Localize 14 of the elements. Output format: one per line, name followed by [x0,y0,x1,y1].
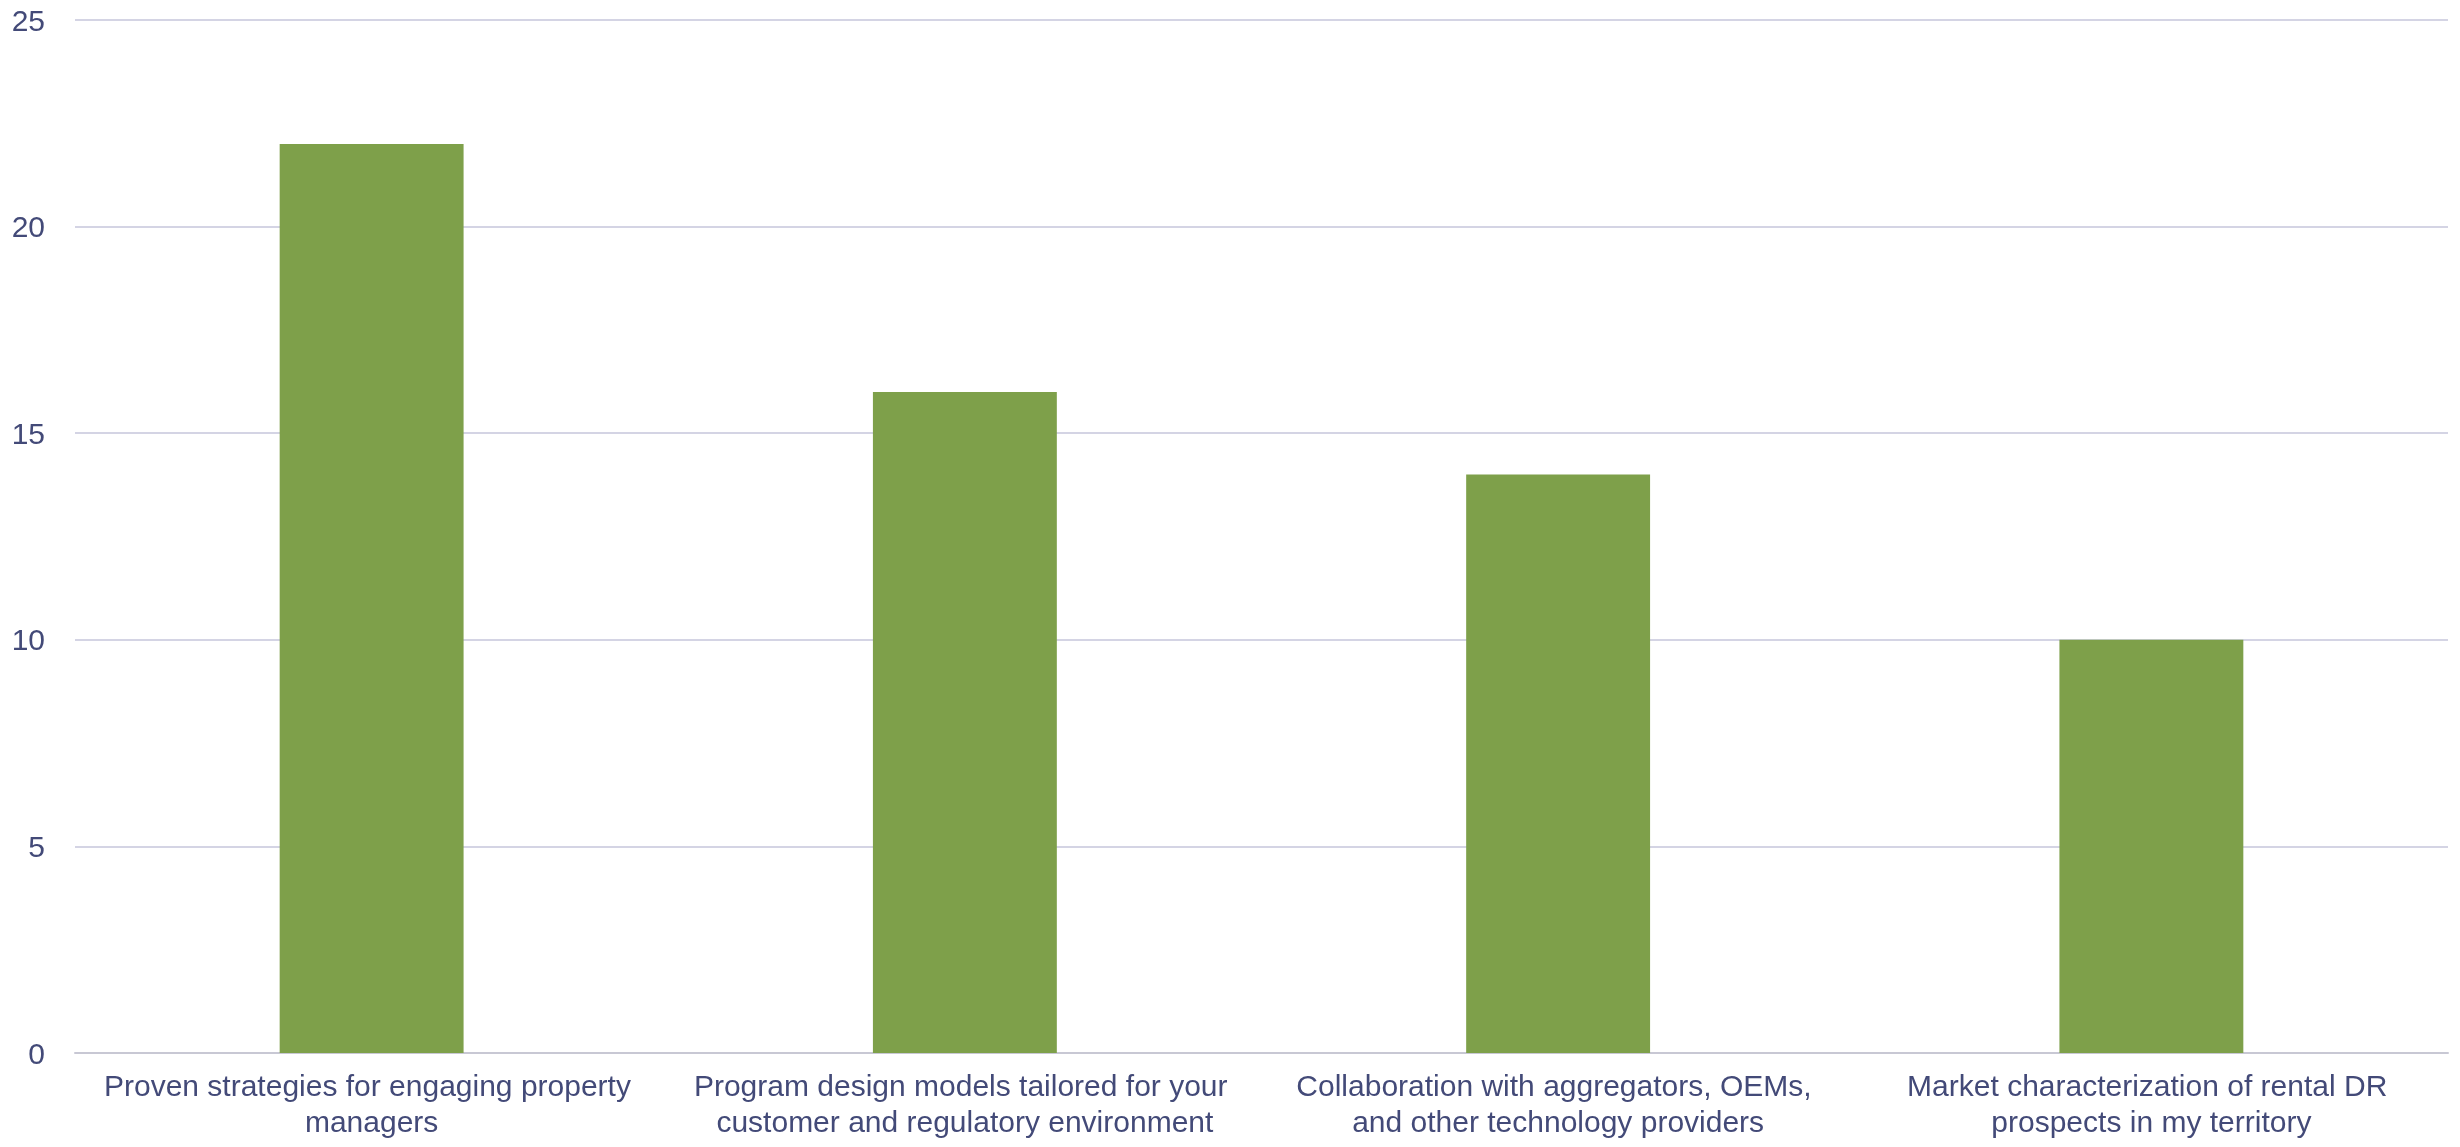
x-tick-label: Collaboration with aggregators, OEMs, and other technology providers [1296,1068,1820,1138]
x-tick-label: Market characterization of rental DR prospects in my territory [1907,1068,2396,1138]
x-tick-label: Program design models tailored for your customer and regulatory environment [693,1068,1236,1138]
y-tick-label: 20 [11,210,45,244]
y-tick-label: 10 [11,623,45,657]
bar [872,391,1057,1053]
y-tick-label: 0 [28,1036,45,1070]
bar [2059,639,2244,1053]
x-tick-label: Proven strategies for engaging property managers [103,1068,640,1138]
y-tick-label: 25 [11,3,45,37]
y-tick-label: 5 [28,829,45,863]
bar [279,143,464,1053]
bar [1466,474,1651,1053]
y-tick-label: 15 [11,416,45,450]
